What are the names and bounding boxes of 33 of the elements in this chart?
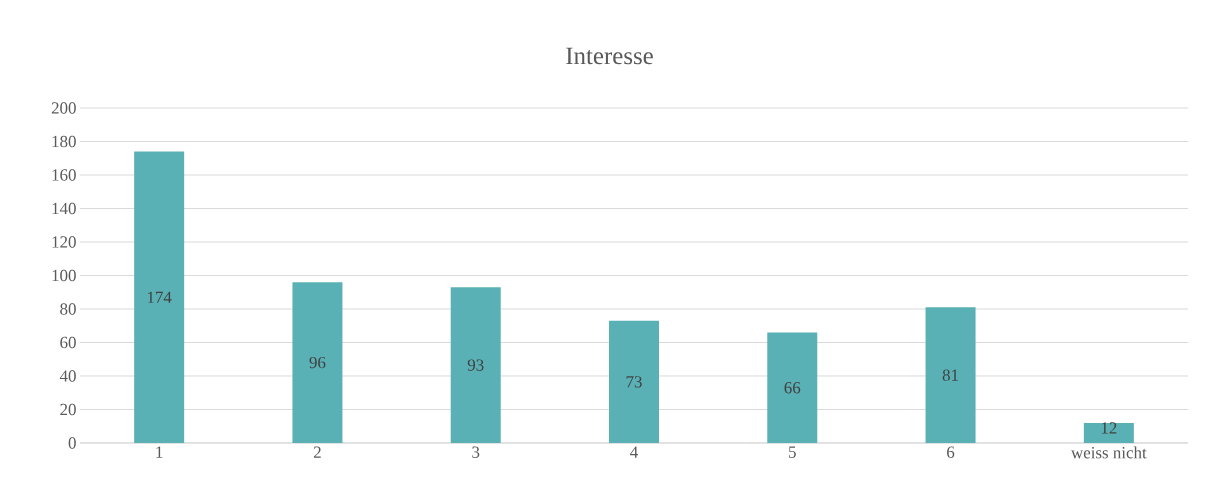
bar bbox=[1083, 422, 1134, 443]
x-tick-label: 4 bbox=[630, 446, 638, 458]
x-tick-label: weiss nicht bbox=[1070, 446, 1147, 459]
y-tick-label: 80 bbox=[60, 303, 76, 315]
y-tick-label: 140 bbox=[52, 202, 76, 215]
data-label: 93 bbox=[467, 359, 484, 371]
y-tick-label: 200 bbox=[51, 102, 76, 114]
y-tick-label: 20 bbox=[60, 403, 76, 416]
bar bbox=[767, 332, 818, 443]
data-label: 66 bbox=[784, 382, 801, 394]
data-label: 81 bbox=[942, 369, 959, 381]
bar bbox=[925, 307, 976, 443]
x-tick-label: 6 bbox=[947, 446, 955, 458]
data-label: 174 bbox=[147, 291, 172, 303]
y-tick-label: 120 bbox=[52, 236, 76, 248]
data-label: 73 bbox=[626, 376, 642, 388]
x-tick-label: 5 bbox=[789, 446, 796, 458]
bar bbox=[450, 287, 501, 443]
x-tick-label: 3 bbox=[472, 446, 480, 458]
bar bbox=[292, 282, 343, 443]
data-label: 96 bbox=[309, 356, 326, 369]
y-tick-label: 40 bbox=[59, 370, 76, 382]
x-tick-label: 1 bbox=[156, 446, 163, 458]
x-tick-label: 2 bbox=[313, 446, 321, 458]
y-tick-label: 0 bbox=[68, 437, 76, 449]
y-tick-label: 160 bbox=[52, 169, 76, 181]
chart-title: Interesse bbox=[566, 47, 653, 65]
data-label: 12 bbox=[1101, 422, 1117, 434]
y-tick-label: 100 bbox=[52, 269, 76, 282]
y-tick-label: 180 bbox=[52, 135, 76, 148]
bar bbox=[134, 151, 185, 443]
bar bbox=[609, 320, 659, 443]
y-tick-label: 60 bbox=[60, 336, 76, 349]
